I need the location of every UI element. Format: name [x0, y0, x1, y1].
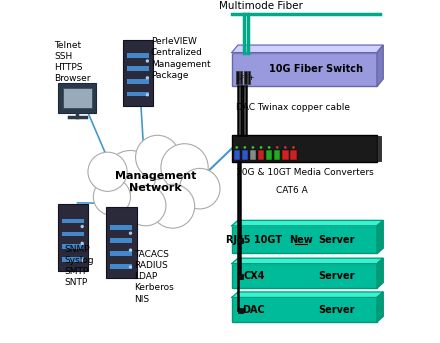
Bar	[238, 274, 242, 279]
Bar	[234, 150, 240, 160]
Text: Telnet
SSH
HTTPS
Browser: Telnet SSH HTTPS Browser	[55, 41, 91, 83]
FancyBboxPatch shape	[232, 52, 377, 86]
Circle shape	[180, 168, 220, 209]
Text: Server: Server	[318, 271, 355, 281]
FancyBboxPatch shape	[63, 88, 92, 108]
Bar	[232, 134, 377, 162]
Circle shape	[268, 146, 271, 149]
Text: TACACS
RADIUS
LDAP
Kerberos
NIS: TACACS RADIUS LDAP Kerberos NIS	[134, 250, 174, 304]
Circle shape	[292, 146, 295, 149]
Polygon shape	[377, 45, 383, 86]
Circle shape	[129, 248, 132, 252]
Bar	[290, 150, 297, 160]
Circle shape	[88, 152, 127, 191]
Bar	[110, 225, 132, 230]
Bar	[110, 251, 132, 256]
Circle shape	[146, 59, 149, 63]
Circle shape	[151, 184, 194, 228]
Bar	[248, 71, 250, 84]
Text: CX4: CX4	[243, 271, 264, 281]
Bar	[258, 150, 264, 160]
Text: RJ45 10GT: RJ45 10GT	[226, 235, 282, 245]
Circle shape	[105, 151, 156, 201]
Circle shape	[129, 232, 132, 235]
Polygon shape	[232, 221, 383, 226]
Text: SFP+: SFP+	[236, 75, 254, 81]
Text: 10G & 10GT Media Converters: 10G & 10GT Media Converters	[235, 168, 373, 177]
FancyBboxPatch shape	[106, 207, 136, 278]
Text: 10G Fiber Switch: 10G Fiber Switch	[269, 64, 363, 74]
Bar	[240, 71, 242, 84]
Circle shape	[161, 144, 208, 191]
Circle shape	[81, 225, 84, 228]
Text: DAC: DAC	[242, 305, 265, 315]
Bar	[250, 150, 256, 160]
Circle shape	[235, 146, 238, 149]
Circle shape	[276, 146, 279, 149]
Circle shape	[243, 146, 246, 149]
Circle shape	[125, 185, 166, 226]
Bar	[244, 71, 247, 84]
Bar	[127, 92, 149, 96]
Bar	[266, 150, 272, 160]
FancyBboxPatch shape	[232, 297, 377, 322]
Circle shape	[129, 265, 132, 269]
Bar	[127, 66, 149, 71]
Bar	[377, 136, 381, 161]
Circle shape	[81, 242, 84, 245]
Bar	[282, 150, 289, 160]
Circle shape	[146, 93, 149, 96]
Text: CAT6 A: CAT6 A	[276, 186, 308, 195]
Bar	[127, 53, 149, 58]
FancyBboxPatch shape	[123, 40, 154, 106]
Bar	[238, 308, 242, 312]
Bar	[127, 79, 149, 84]
Text: Server: Server	[318, 305, 355, 315]
Bar	[62, 257, 84, 262]
Text: DAC Twinax copper cable: DAC Twinax copper cable	[235, 103, 350, 111]
FancyBboxPatch shape	[232, 226, 377, 253]
Polygon shape	[377, 258, 383, 288]
Circle shape	[136, 135, 180, 179]
Bar	[62, 232, 84, 236]
Polygon shape	[232, 258, 383, 264]
Polygon shape	[377, 221, 383, 253]
Polygon shape	[232, 292, 383, 297]
FancyBboxPatch shape	[58, 203, 88, 271]
FancyBboxPatch shape	[58, 83, 96, 113]
Polygon shape	[377, 292, 383, 322]
FancyBboxPatch shape	[232, 264, 377, 288]
Bar	[236, 71, 239, 84]
Polygon shape	[232, 45, 383, 52]
Circle shape	[260, 146, 262, 149]
Circle shape	[81, 259, 84, 262]
Bar	[242, 150, 248, 160]
Circle shape	[146, 76, 149, 80]
Text: SNMP
Syslog
SMTP
SNTP: SNMP Syslog SMTP SNTP	[65, 245, 94, 287]
Text: Management
Network: Management Network	[115, 171, 197, 193]
Circle shape	[252, 146, 254, 149]
Text: Server: Server	[318, 235, 355, 245]
Bar	[62, 219, 84, 223]
Bar	[274, 150, 280, 160]
Circle shape	[284, 146, 287, 149]
Bar	[238, 238, 242, 243]
Text: Multimode Fiber: Multimode Fiber	[219, 1, 302, 11]
Bar	[110, 264, 132, 269]
Text: New: New	[289, 235, 313, 245]
Circle shape	[93, 178, 131, 215]
Bar	[62, 244, 84, 249]
Bar	[110, 238, 132, 243]
Text: PerleVIEW
Centralized
Management
Package: PerleVIEW Centralized Management Package	[151, 37, 210, 80]
